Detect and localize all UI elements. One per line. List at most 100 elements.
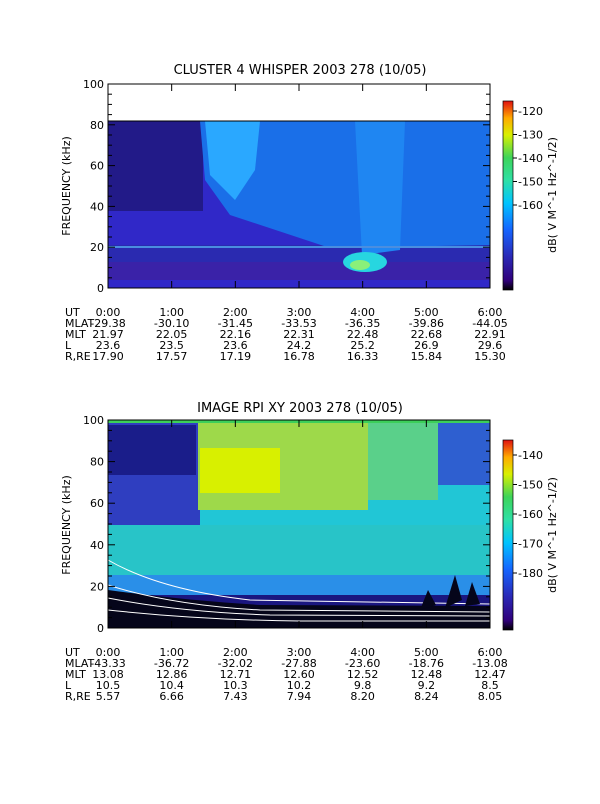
ephemeris-value: 10.2 [287,679,312,692]
resonance-curve-4 [107,609,490,622]
ephemeris-value: -32.02 [218,657,253,670]
ephemeris-value: -29.38 [90,317,125,330]
ephemeris-value: 3:00 [287,646,312,659]
ephemeris-value: 16.33 [347,350,379,363]
ephemeris-value: 8.5 [481,679,499,692]
y-axis-label: FREQUENCY (kHz) [60,136,73,236]
ephemeris-value: 17.19 [220,350,252,363]
ephemeris-value: 8.20 [350,690,375,703]
ephemeris-value: 12.47 [474,668,506,681]
ephemeris-value: 6:00 [478,646,503,659]
ephemeris-value: 2:00 [223,646,248,659]
ephemeris-value: 15.84 [411,350,443,363]
ephemeris-table: UT 0:00 1:00 2:00 3:00 4:00 5:00 6:00 MLAT-43.33… [65,646,508,703]
ephemeris-value: 16.78 [283,350,315,363]
ephemeris-value: -43.33 [90,657,125,670]
y-tick-label: 80 [90,456,104,469]
ephemeris-value: 21.97 [92,328,124,341]
ephemeris-value: 29.6 [478,339,503,352]
ephemeris-value: -31.45 [218,317,253,330]
ephemeris-value: 22.31 [283,328,315,341]
ephemeris-value: 4:00 [350,646,375,659]
ephemeris-value: 17.90 [92,350,124,363]
ephemeris-value: -23.60 [345,657,380,670]
x-axis [107,420,491,628]
ephemeris-value: 6:00 [478,306,503,319]
colorbar-tick-label: -140 [518,449,543,462]
ephemeris-value: 4:00 [350,306,375,319]
y-tick-label: 20 [90,580,104,593]
emission-bright-core [350,260,370,270]
ephemeris-value: -44.05 [472,317,507,330]
ephemeris-value: 23.6 [96,339,121,352]
ephemeris-value: 12.48 [411,668,443,681]
y-tick-label: 40 [90,200,104,213]
ephemeris-value: 3:00 [287,306,312,319]
ephemeris-value: 23.6 [223,339,248,352]
dark-block [108,121,203,211]
ephemeris-row-label: L [65,679,72,692]
panel-title: IMAGE RPI XY 2003 278 (10/05) [197,401,403,416]
ephemeris-row-label: UT [65,306,80,319]
ephemeris-value: 10.4 [159,679,184,692]
emission-main [200,121,490,248]
ephemeris-value: -13.08 [472,657,507,670]
ephemeris-value: -36.35 [345,317,380,330]
ephemeris-value: -33.53 [281,317,316,330]
ephemeris-row-label: MLT [65,668,86,681]
colorbar-tick-label: -150 [518,176,543,189]
ephemeris-value: -27.88 [281,657,316,670]
colorbar-tick-label: -140 [518,152,543,165]
ephemeris-value: 5:00 [414,646,439,659]
ephemeris-value: 1:00 [159,646,184,659]
colorbar-tick-label: -160 [518,199,543,212]
ephemeris-value: 22.48 [347,328,379,341]
y-axis-label: FREQUENCY (kHz) [60,475,73,575]
y-tick-label: 80 [90,119,104,132]
spectrogram-area [108,84,490,288]
ephemeris-value: 0:00 [96,306,121,319]
burst-1 [420,590,436,610]
ephemeris-row-label: R,RE [65,690,91,703]
y-tick-label: 60 [90,160,104,173]
spectrogram-area [107,420,491,628]
low-band-noise [108,575,490,595]
panel-title: CLUSTER 4 WHISPER 2003 278 (10/05) [174,63,427,78]
ephemeris-row-label: UT [65,646,80,659]
ephemeris-row-label: L [65,339,72,352]
resonance-curve-2 [107,584,491,613]
ephemeris-value: 7.43 [223,690,248,703]
colorbar-tick-label: -180 [518,567,543,580]
ephemeris-value: 13.08 [92,668,124,681]
ephemeris-value: 10.3 [223,679,248,692]
colorbar-label: dB( V M^-1 Hz^-1/2) [546,477,559,593]
emission-vertical [355,121,405,255]
mid-block [368,420,438,500]
ephemeris-value: 2:00 [223,306,248,319]
ephemeris-row-label: MLT [65,328,86,341]
y-axis: 0 20 40 60 80 100 [83,78,490,295]
bright-core [200,448,280,493]
colorbar-tick-label: -120 [518,105,543,118]
ephemeris-value: 0:00 [96,646,121,659]
band-20khz [108,262,490,280]
colorbar-ticks: -120 -130 -140 -150 -160 [513,105,543,212]
noisy-block-left-dark [108,425,196,475]
ephemeris-value: 17.57 [156,350,188,363]
ephemeris-value: 12.52 [347,668,379,681]
ephemeris-value: 9.2 [418,679,436,692]
mid-band [108,525,490,575]
y-tick-label: 100 [83,414,104,427]
ephemeris-row-label: R,RE [65,350,91,363]
burst-2 [445,575,462,608]
plasma-line [108,246,490,248]
ephemeris-value: 12.71 [220,668,252,681]
ephemeris-value: 6.66 [159,690,184,703]
ephemeris-value: 5:00 [414,306,439,319]
ephemeris-value: 22.16 [220,328,252,341]
panel-image-rpi: IMAGE RPI XY 2003 278 (10/05) 0 20 40 60 80 1… [60,401,559,703]
ephemeris-value: 7.94 [287,690,312,703]
ephemeris-value: 22.91 [474,328,506,341]
ephemeris-value: 22.68 [411,328,443,341]
ephemeris-value: 9.8 [354,679,372,692]
